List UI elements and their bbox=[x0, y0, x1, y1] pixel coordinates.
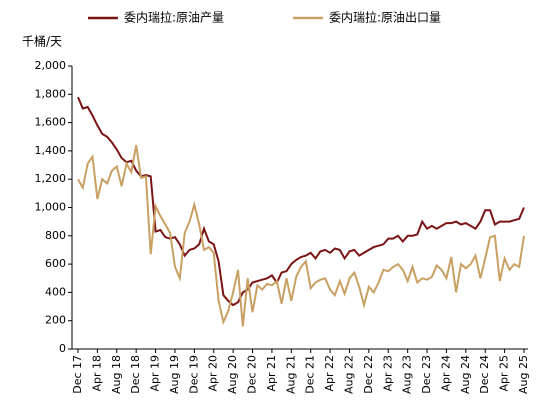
y-tick-label: 800 bbox=[45, 229, 66, 242]
x-tick-label: Aug 20 bbox=[226, 355, 239, 394]
x-tick-label: Aug 24 bbox=[459, 355, 472, 394]
x-tick-label: Apr 18 bbox=[90, 355, 103, 392]
series-line bbox=[77, 96, 525, 307]
y-tick-label: 400 bbox=[45, 285, 66, 298]
x-tick-label: Aug 25 bbox=[517, 355, 530, 394]
x-tick-label: Apr 24 bbox=[439, 355, 452, 392]
x-tick-label: Dec 24 bbox=[478, 355, 491, 394]
x-tick-label: Aug 23 bbox=[401, 355, 414, 394]
x-tick-label: Dec 23 bbox=[420, 355, 433, 394]
x-tick-label: Dec 19 bbox=[187, 355, 200, 394]
x-tick-label: Apr 22 bbox=[323, 355, 336, 392]
x-tick-label: Aug 22 bbox=[342, 355, 355, 394]
y-tick-label: 200 bbox=[45, 314, 66, 327]
x-tick-label: Dec 20 bbox=[246, 355, 259, 394]
x-tick-label: Aug 18 bbox=[110, 355, 123, 394]
unit-label: 千桶/天 bbox=[22, 34, 62, 49]
x-tick-label: Apr 20 bbox=[207, 355, 220, 392]
x-tick-label: Dec 22 bbox=[362, 355, 375, 394]
x-tick-label: Apr 19 bbox=[149, 355, 162, 392]
series-line bbox=[77, 145, 525, 327]
x-tick-label: Dec 21 bbox=[304, 355, 317, 394]
x-tick-label: Dec 18 bbox=[129, 355, 142, 394]
x-tick-label: Apr 21 bbox=[265, 355, 278, 392]
legend-label: 委内瑞拉:原油产量 bbox=[124, 10, 224, 25]
x-tick-label: Dec 17 bbox=[71, 355, 84, 394]
y-tick-label: 0 bbox=[59, 342, 66, 355]
x-tick-label: Aug 19 bbox=[168, 355, 181, 394]
y-tick-label: 1,600 bbox=[35, 116, 67, 129]
y-tick-label: 2,000 bbox=[35, 59, 67, 72]
legend-label: 委内瑞拉:原油出口量 bbox=[329, 10, 441, 25]
y-tick-label: 1,000 bbox=[35, 201, 67, 214]
y-tick-label: 1,200 bbox=[35, 172, 67, 185]
x-tick-label: Apr 23 bbox=[381, 355, 394, 392]
y-tick-label: 1,800 bbox=[35, 87, 67, 100]
x-tick-label: Apr 25 bbox=[498, 355, 511, 392]
y-tick-label: 600 bbox=[45, 257, 66, 270]
x-tick-label: Aug 21 bbox=[284, 355, 297, 394]
y-tick-label: 1,400 bbox=[35, 144, 67, 157]
